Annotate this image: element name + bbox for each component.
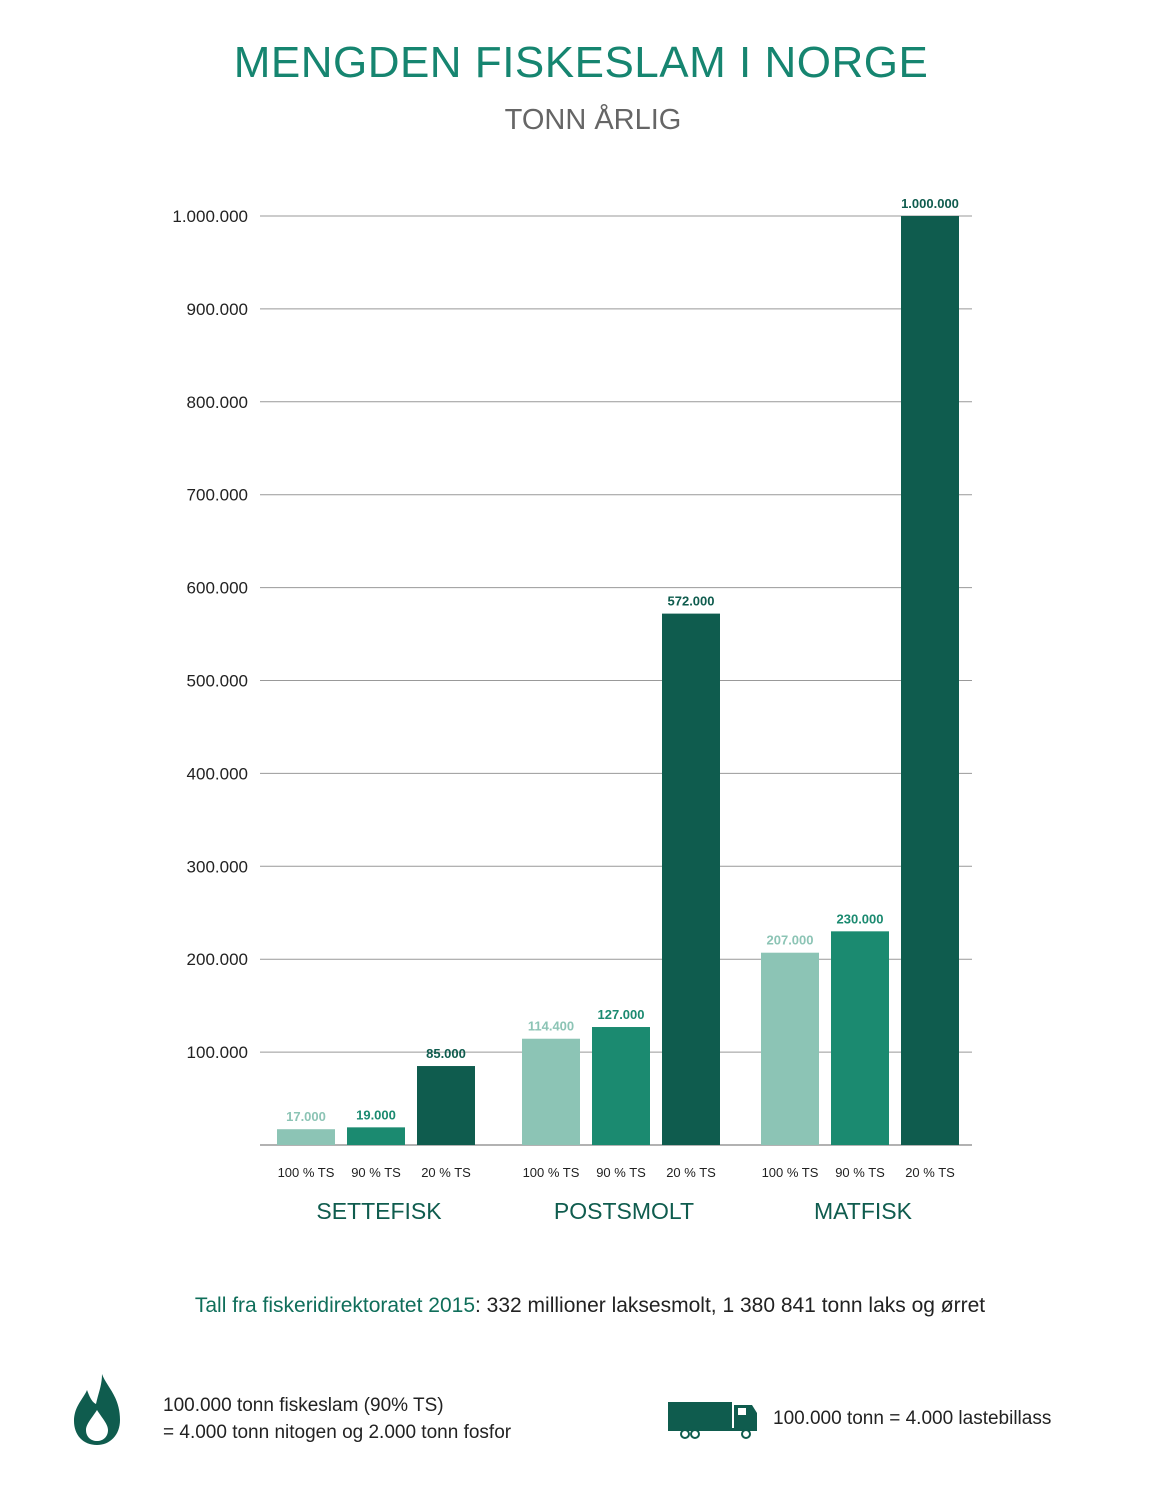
y-tick-label: 100.000: [187, 1043, 248, 1062]
note-trucks: 100.000 tonn = 4.000 lastebillass: [773, 1408, 1052, 1429]
series-tick-label: 100 % TS: [762, 1165, 819, 1180]
series-tick-label: 20 % TS: [905, 1165, 955, 1180]
y-tick-label: 200.000: [187, 950, 248, 969]
note1-line2: = 4.000 tonn nitogen og 2.000 tonn fosfo…: [163, 1422, 512, 1443]
truck-icon: [668, 1402, 757, 1439]
source-highlight: Tall fra fiskeridirektoratet 2015: [194, 1294, 476, 1317]
category-label: MATFISK: [814, 1198, 913, 1224]
source-note: Tall fra fiskeridirektoratet 2015: 332 m…: [0, 1294, 1162, 1318]
y-tick-label: 700.000: [187, 486, 248, 505]
bar: [831, 931, 889, 1145]
y-tick-label: 1.000.000: [172, 207, 248, 226]
bar: [347, 1127, 405, 1145]
bar: [592, 1027, 650, 1145]
series-tick-label: 20 % TS: [666, 1165, 716, 1180]
bar: [417, 1066, 475, 1145]
series-tick-label: 90 % TS: [351, 1165, 401, 1180]
series-tick-label: 100 % TS: [523, 1165, 580, 1180]
bar: [277, 1129, 335, 1145]
category-label: SETTEFISK: [316, 1198, 442, 1224]
y-tick-label: 600.000: [187, 579, 248, 598]
data-label: 114.400: [528, 1019, 574, 1034]
bar-chart: 100.000 200.000 300.000 400.000 500.000 600.0…: [172, 196, 972, 1224]
data-label: 230.000: [837, 911, 884, 926]
flame-icon: [74, 1374, 120, 1445]
data-label: 17.000: [286, 1109, 326, 1124]
y-tick-label: 500.000: [187, 672, 248, 691]
bar: [662, 613, 720, 1145]
data-label: 1.000.000: [901, 196, 959, 211]
data-label: 85.000: [426, 1046, 466, 1061]
y-tick-label: 300.000: [187, 857, 248, 876]
y-tick-label: 800.000: [187, 393, 248, 412]
bar: [522, 1038, 580, 1145]
chart-title: MENGDEN FISKESLAM I NORGE: [233, 38, 929, 87]
note-fertilizer: 100.000 tonn fiskeslam (90% TS) = 4.000 …: [163, 1392, 511, 1446]
y-tick-label: 900.000: [187, 300, 248, 319]
bar: [901, 216, 959, 1145]
source-rest: : 332 millioner laksesmolt, 1 380 841 to…: [475, 1294, 986, 1317]
data-label: 572.000: [668, 594, 715, 609]
category-label: POSTSMOLT: [554, 1198, 694, 1224]
y-tick-label: 400.000: [187, 764, 248, 783]
note1-line1: 100.000 tonn fiskeslam (90% TS): [163, 1395, 444, 1416]
series-tick-label: 100 % TS: [278, 1165, 335, 1180]
chart-subtitle: TONN ÅRLIG: [504, 104, 682, 136]
series-tick-label: 20 % TS: [421, 1165, 471, 1180]
data-label: 207.000: [767, 933, 814, 948]
series-tick-label: 90 % TS: [596, 1165, 646, 1180]
series-tick-label: 90 % TS: [835, 1165, 885, 1180]
bar: [761, 952, 819, 1145]
data-label: 127.000: [598, 1007, 645, 1022]
data-label: 19.000: [356, 1107, 396, 1122]
